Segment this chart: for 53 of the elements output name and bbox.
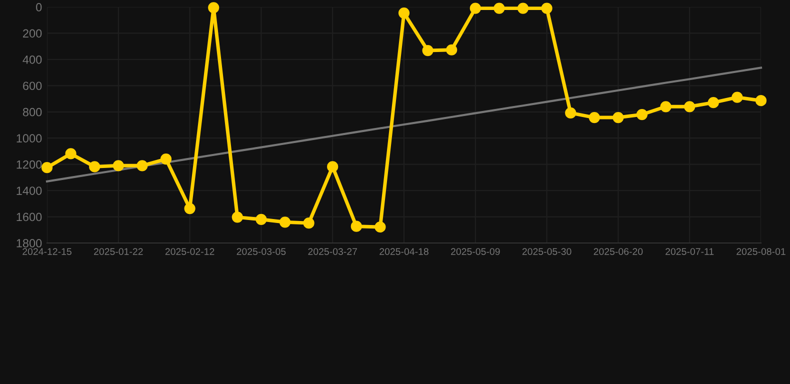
point xyxy=(422,44,434,56)
point xyxy=(327,161,338,172)
y-tick-label: 1000 xyxy=(16,134,42,143)
x-tick-label: 2025-08-01 xyxy=(736,248,786,255)
point xyxy=(755,95,767,106)
point xyxy=(636,108,648,120)
point xyxy=(708,97,719,108)
point xyxy=(374,221,386,233)
x-tick-label: 2025-05-09 xyxy=(451,248,500,255)
y-tick-label: 600 xyxy=(23,82,42,90)
point xyxy=(588,112,600,124)
y-tick-label: 400 xyxy=(22,55,42,64)
point xyxy=(660,101,672,112)
x-tick-label: 2025-04-18 xyxy=(380,248,428,255)
y-tick-label: 1800 xyxy=(16,239,42,248)
x-tick-label: 2025-02-12 xyxy=(165,248,214,255)
x-tick-label: 2025-03-05 xyxy=(236,248,286,255)
point xyxy=(256,214,267,225)
point xyxy=(612,112,624,124)
point xyxy=(470,2,481,14)
x-tick-label: 2025-05-30 xyxy=(522,248,572,255)
point xyxy=(565,107,576,118)
point xyxy=(494,2,505,14)
point xyxy=(160,154,172,165)
point xyxy=(65,148,76,160)
point xyxy=(684,101,696,112)
y-tick-label: 1200 xyxy=(16,160,42,169)
point xyxy=(136,160,148,172)
x-tick-label: 2025-01-22 xyxy=(94,248,143,255)
point xyxy=(398,7,410,19)
point xyxy=(279,216,291,228)
x-tick-label: 2025-03-27 xyxy=(308,248,357,255)
point xyxy=(517,2,529,14)
point xyxy=(303,218,314,229)
y-tick-label: 0 xyxy=(36,3,42,12)
x-tick-label: 2024-12-15 xyxy=(22,248,72,255)
point xyxy=(184,202,196,214)
point xyxy=(232,212,243,223)
point xyxy=(350,220,362,232)
line-series xyxy=(46,66,762,182)
point xyxy=(541,2,552,14)
point xyxy=(732,92,743,103)
point xyxy=(89,161,100,172)
y-tick-label: 800 xyxy=(22,108,42,116)
point xyxy=(112,160,124,172)
y-tick-label: 1600 xyxy=(16,212,42,222)
point xyxy=(446,44,458,56)
point xyxy=(41,162,53,174)
x-tick-label: 2025-06-20 xyxy=(594,248,643,255)
point xyxy=(208,2,220,14)
y-tick-label: 200 xyxy=(23,29,42,38)
x-tick-label: 2025-07-11 xyxy=(666,248,714,255)
y-tick-label: 1400 xyxy=(16,186,42,195)
